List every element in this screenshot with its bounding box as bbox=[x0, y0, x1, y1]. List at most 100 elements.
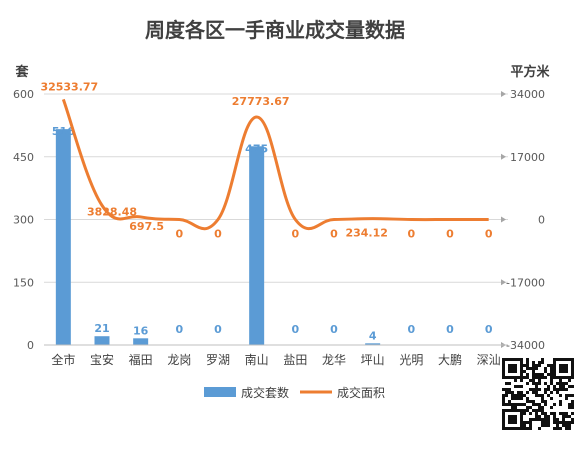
qr-module bbox=[529, 427, 532, 430]
qr-module bbox=[568, 415, 571, 418]
qr-module bbox=[502, 388, 505, 391]
qr-module bbox=[547, 394, 550, 397]
qr-module bbox=[562, 415, 565, 418]
legend-label-bars: 成交套数 bbox=[241, 385, 289, 400]
qr-module bbox=[550, 391, 553, 394]
qr-module bbox=[559, 427, 562, 430]
qr-module bbox=[541, 421, 544, 424]
qr-module bbox=[556, 388, 559, 391]
qr-module bbox=[538, 403, 541, 406]
qr-module bbox=[511, 406, 514, 409]
qr-module bbox=[568, 403, 571, 406]
qr-module bbox=[526, 361, 529, 364]
line-series: 32533.77 3828.48 697.5 0 0 27773.67 0 0 234.12 0 0… bbox=[40, 80, 492, 240]
qr-module bbox=[544, 403, 547, 406]
qr-module bbox=[505, 388, 508, 391]
category-label: 大鹏 bbox=[438, 353, 462, 367]
qr-module bbox=[541, 409, 544, 412]
bar-label: 4 bbox=[369, 329, 377, 342]
qr-module bbox=[535, 412, 538, 415]
qr-module bbox=[553, 388, 556, 391]
qr-module bbox=[559, 388, 562, 391]
qr-module bbox=[550, 373, 553, 376]
qr-module bbox=[550, 370, 553, 373]
qr-module bbox=[538, 394, 541, 397]
qr-module bbox=[553, 412, 556, 415]
qr-module bbox=[571, 421, 574, 424]
qr-module bbox=[568, 379, 571, 382]
qr-module bbox=[544, 415, 547, 418]
category-label: 坪山 bbox=[361, 353, 385, 367]
qr-module bbox=[562, 388, 565, 391]
line-label: 0 bbox=[408, 228, 416, 241]
qr-module bbox=[541, 424, 544, 427]
qr-module bbox=[520, 385, 523, 388]
qr-module bbox=[538, 388, 541, 391]
qr-module bbox=[544, 412, 547, 415]
qr-module bbox=[514, 403, 517, 406]
qr-module bbox=[556, 427, 559, 430]
bar bbox=[94, 336, 110, 345]
qr-module bbox=[571, 394, 574, 397]
line-label: 3828.48 bbox=[87, 205, 137, 218]
qr-module bbox=[520, 397, 523, 400]
left-tick-label: 450 bbox=[13, 151, 34, 164]
qr-module bbox=[520, 403, 523, 406]
qr-module bbox=[535, 367, 538, 370]
qr-module bbox=[511, 397, 514, 400]
qr-module bbox=[553, 418, 556, 421]
qr-module bbox=[538, 382, 541, 385]
right-tick-marker bbox=[501, 279, 506, 286]
left-axis: 0 150 300 450 600 bbox=[13, 88, 34, 352]
qr-module bbox=[505, 391, 508, 394]
qr-module bbox=[538, 406, 541, 409]
qr-module bbox=[565, 412, 568, 415]
qr-module bbox=[559, 403, 562, 406]
qr-module bbox=[544, 370, 547, 373]
qr-module bbox=[547, 418, 550, 421]
qr-module bbox=[532, 367, 535, 370]
qr-module bbox=[544, 421, 547, 424]
left-tick-label: 150 bbox=[13, 276, 34, 289]
qr-module bbox=[565, 394, 568, 397]
qr-module bbox=[532, 376, 535, 379]
qr-module bbox=[523, 394, 526, 397]
left-axis-unit: 套 bbox=[14, 64, 29, 80]
bar bbox=[249, 146, 265, 345]
qr-module bbox=[502, 394, 505, 397]
legend: 成交套数 成交面积 bbox=[204, 385, 385, 400]
qr-module bbox=[517, 391, 520, 394]
area-line bbox=[61, 98, 489, 231]
qr-module bbox=[550, 367, 553, 370]
qr-module bbox=[550, 406, 553, 409]
right-tick-label: -34000 bbox=[506, 339, 545, 352]
qr-module bbox=[544, 382, 547, 385]
qr-module bbox=[565, 424, 568, 427]
qr-module bbox=[559, 394, 562, 397]
qr-module bbox=[529, 400, 532, 403]
category-label: 龙华 bbox=[322, 353, 346, 367]
category-label: 南山 bbox=[245, 352, 269, 367]
qr-module bbox=[511, 394, 514, 397]
qr-module bbox=[562, 424, 565, 427]
qr-module bbox=[541, 376, 544, 379]
qr-module bbox=[544, 400, 547, 403]
line-label: 0 bbox=[485, 228, 493, 241]
qr-module bbox=[559, 421, 562, 424]
qr-module bbox=[532, 388, 535, 391]
bar-label: 0 bbox=[214, 323, 222, 336]
qr-module bbox=[502, 403, 505, 406]
qr-module bbox=[532, 382, 535, 385]
qr-module bbox=[508, 400, 511, 403]
qr-module bbox=[523, 409, 526, 412]
qr-module bbox=[544, 367, 547, 370]
qr-module bbox=[517, 397, 520, 400]
qr-module bbox=[523, 370, 526, 373]
qr-module bbox=[559, 412, 562, 415]
qr-module bbox=[547, 424, 550, 427]
qr-module bbox=[553, 421, 556, 424]
line-label: 697.5 bbox=[129, 220, 164, 233]
qr-module bbox=[523, 376, 526, 379]
qr-module bbox=[550, 364, 553, 367]
